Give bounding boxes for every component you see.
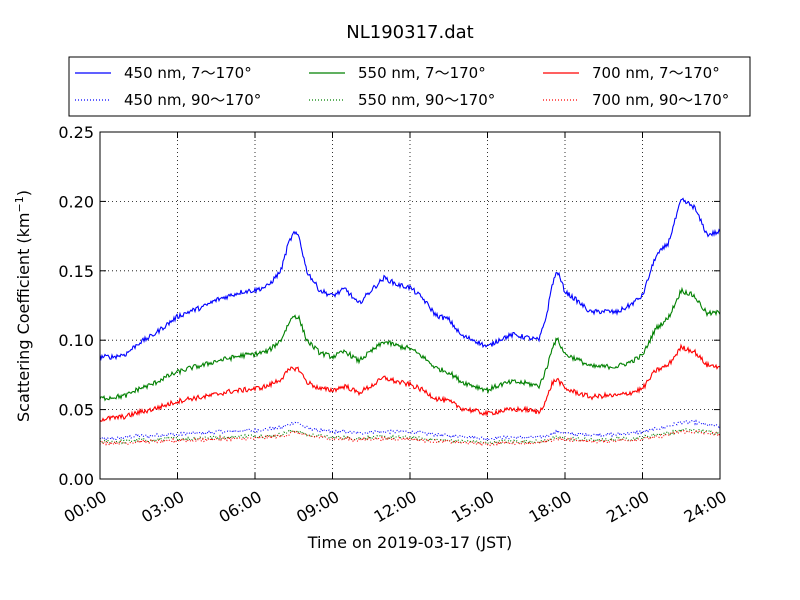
legend-label: 450 nm, 90～170° <box>124 91 261 109</box>
y-tick-label: 0.00 <box>58 470 94 489</box>
grid-layer <box>100 132 720 479</box>
x-axis-label: Time on 2019-03-17 (JST) <box>307 533 512 552</box>
y-tick-label: 0.20 <box>58 192 94 211</box>
y-tick-label: 0.25 <box>58 123 94 142</box>
y-tick-label: 0.10 <box>58 331 94 350</box>
legend-label: 550 nm, 7～170° <box>358 64 486 82</box>
y-axis-label: Scattering Coefficient (km−1) <box>13 190 33 422</box>
chart-legend: 450 nm, 7～170° 550 nm, 7～170° 700 nm, 7～17… <box>68 56 751 117</box>
legend-frame <box>68 56 751 117</box>
x-tick-label: 00:00 <box>61 487 110 527</box>
x-tick-label: 12:00 <box>371 487 420 527</box>
x-tick-label: 15:00 <box>448 487 497 527</box>
y-tick-label: 0.15 <box>58 262 94 281</box>
x-tick-label: 18:00 <box>526 487 575 527</box>
series-layer <box>99 197 721 447</box>
legend-label: 450 nm, 7～170° <box>124 64 252 82</box>
x-tick-label: 24:00 <box>681 487 730 527</box>
chart-title: NL190317.dat <box>346 22 473 43</box>
legend-label: 700 nm, 7～170° <box>592 64 720 82</box>
ticks-layer: 00:00 03:00 06:00 09:00 12:00 15:00 18:00 21:00… <box>58 123 730 527</box>
series-line <box>99 343 721 422</box>
legend-label: 550 nm, 90～170° <box>358 91 495 109</box>
x-tick-label: 06:00 <box>216 487 265 527</box>
y-tick-label: 0.05 <box>58 401 94 420</box>
x-tick-label: 09:00 <box>293 487 342 527</box>
x-tick-label: 03:00 <box>138 487 187 527</box>
series-line <box>99 197 721 362</box>
series-line <box>99 427 721 445</box>
series-line <box>99 286 721 402</box>
x-tick-label: 21:00 <box>603 487 652 527</box>
legend-label: 700 nm, 90～170° <box>592 91 729 109</box>
